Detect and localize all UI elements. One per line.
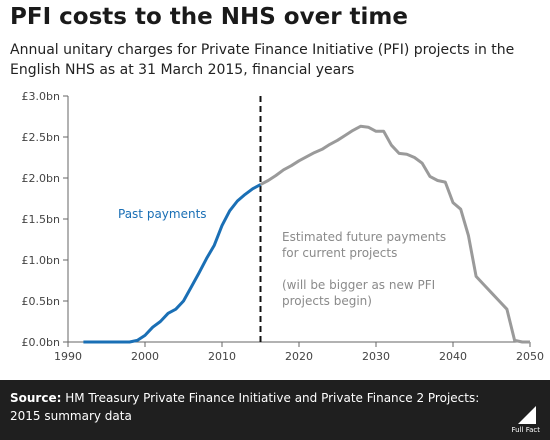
y-tick-label: £0.0bn (22, 336, 60, 349)
annotations: Past payments Estimated future payments fo… (118, 207, 446, 308)
x-axis: 1990 2000 2010 2020 2030 2040 2050 (54, 341, 544, 363)
logo-text: Full Fact (511, 426, 540, 434)
future-payments-label: Estimated future payments (282, 230, 446, 244)
y-tick-label: £0.5bn (22, 295, 60, 308)
future-note-label: projects begin) (282, 294, 372, 308)
future-payments-label: for current projects (282, 246, 397, 260)
x-tick-label: 1990 (54, 350, 82, 363)
x-tick-label: 2050 (516, 350, 544, 363)
line-chart: £0.0bn £0.5bn £1.0bn £1.5bn £2.0bn £2.5bn £3.0… (22, 90, 544, 363)
past-payments-label: Past payments (118, 207, 207, 221)
chart-subtitle: Annual unitary charges for Private Finan… (10, 42, 515, 78)
future-note-label: (will be bigger as new PFI (282, 278, 435, 292)
y-tick-label: £1.5bn (22, 213, 60, 226)
y-tick-label: £2.5bn (22, 131, 60, 144)
y-tick-label: £2.0bn (22, 172, 60, 185)
x-tick-label: 2030 (362, 350, 390, 363)
source-label: Source: (10, 391, 62, 405)
source-text: HM Treasury Private Finance Initiative a… (10, 391, 480, 423)
full-fact-logo: Full Fact (500, 404, 540, 434)
x-tick-label: 2020 (285, 350, 313, 363)
series-lines (83, 96, 530, 344)
x-tick-label: 2040 (439, 350, 467, 363)
x-tick-label: 2000 (131, 350, 159, 363)
y-tick-label: £1.0bn (22, 254, 60, 267)
y-tick-label: £3.0bn (22, 90, 60, 103)
chart-title: PFI costs to the NHS over time (10, 4, 408, 30)
logo-mark-icon (518, 406, 536, 424)
past-payments-line (83, 183, 262, 344)
future-payments-line (259, 124, 530, 344)
footer-bar: Source: HM Treasury Private Finance Init… (0, 380, 550, 440)
y-axis: £0.0bn £0.5bn £1.0bn £1.5bn £2.0bn £2.5bn £3.0… (22, 90, 69, 349)
x-tick-label: 2010 (208, 350, 236, 363)
source-note: Source: HM Treasury Private Finance Init… (10, 389, 500, 425)
